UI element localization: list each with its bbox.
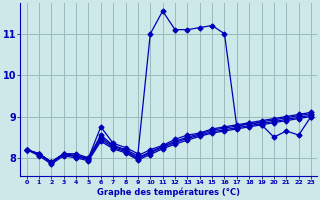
X-axis label: Graphe des températures (°C): Graphe des températures (°C) — [97, 188, 240, 197]
